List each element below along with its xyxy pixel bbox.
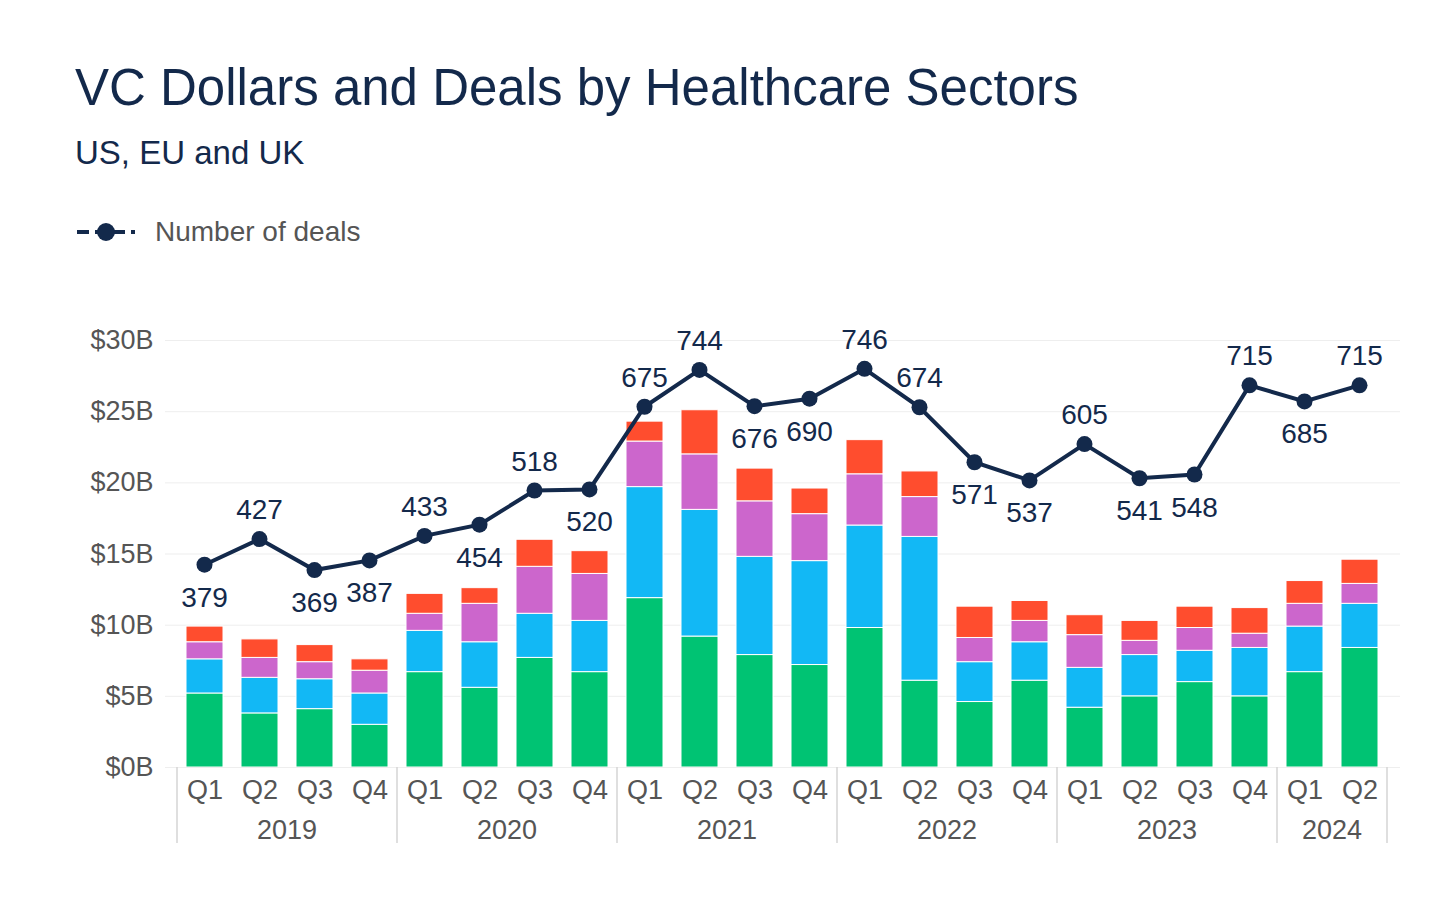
svg-text:$15B: $15B [90,539,153,569]
svg-text:2020: 2020 [477,815,537,845]
svg-text:520: 520 [566,506,613,537]
svg-text:715: 715 [1226,340,1273,371]
html-text:US, EU and UK: US, EU and UK [75,134,305,171]
svg-text:454: 454 [456,542,503,573]
svg-text:Q3: Q3 [737,775,773,805]
svg-text:$25B: $25B [90,396,153,426]
svg-text:Q1: Q1 [1067,775,1103,805]
svg-text:Q2: Q2 [1122,775,1158,805]
svg-text:Q4: Q4 [1232,775,1268,805]
svg-text:541: 541 [1116,495,1163,526]
svg-text:674: 674 [896,362,943,393]
svg-text:Q4: Q4 [352,775,388,805]
svg-text:Q1: Q1 [847,775,883,805]
svg-text:Q2: Q2 [242,775,278,805]
svg-text:675: 675 [621,362,668,393]
svg-text:744: 744 [676,325,723,356]
svg-text:$30B: $30B [90,325,153,355]
svg-text:676: 676 [731,423,778,454]
svg-text:Q2: Q2 [1342,775,1378,805]
svg-text:685: 685 [1281,418,1328,449]
svg-text:$0B: $0B [105,752,153,782]
svg-text:548: 548 [1171,492,1218,523]
svg-text:Q1: Q1 [1287,775,1323,805]
svg-text:$5B: $5B [105,681,153,711]
svg-text:Q4: Q4 [792,775,828,805]
svg-text:2023: 2023 [1137,815,1197,845]
svg-text:379: 379 [181,582,228,613]
svg-text:537: 537 [1006,497,1053,528]
svg-text:433: 433 [401,491,448,522]
svg-text:Q1: Q1 [187,775,223,805]
svg-text:Q3: Q3 [297,775,333,805]
svg-text:369: 369 [291,587,338,618]
svg-text:518: 518 [511,446,558,477]
svg-text:Q3: Q3 [517,775,553,805]
svg-text:$10B: $10B [90,610,153,640]
svg-text:$20B: $20B [90,467,153,497]
svg-text:605: 605 [1061,399,1108,430]
svg-text:387: 387 [346,577,393,608]
svg-text:715: 715 [1336,340,1383,371]
svg-text:Q3: Q3 [957,775,993,805]
svg-text:Q1: Q1 [407,775,443,805]
svg-text:2022: 2022 [917,815,977,845]
svg-text:2024: 2024 [1302,815,1362,845]
svg-text:Q3: Q3 [1177,775,1213,805]
svg-text:571: 571 [951,479,998,510]
svg-text:Q2: Q2 [462,775,498,805]
svg-text:690: 690 [786,416,833,447]
svg-text:746: 746 [841,324,888,355]
svg-text:2021: 2021 [697,815,757,845]
svg-text:2019: 2019 [257,815,317,845]
html-text:Number of deals: Number of deals [155,216,361,247]
svg-text:Q2: Q2 [902,775,938,805]
svg-text:427: 427 [236,494,283,525]
svg-text:Q2: Q2 [682,775,718,805]
svg-text:Q4: Q4 [1012,775,1048,805]
html-text:VC Dollars and Deals by Health: VC Dollars and Deals by Healthcare Secto… [75,59,1079,116]
svg-text:Q1: Q1 [627,775,663,805]
svg-text:Q4: Q4 [572,775,608,805]
